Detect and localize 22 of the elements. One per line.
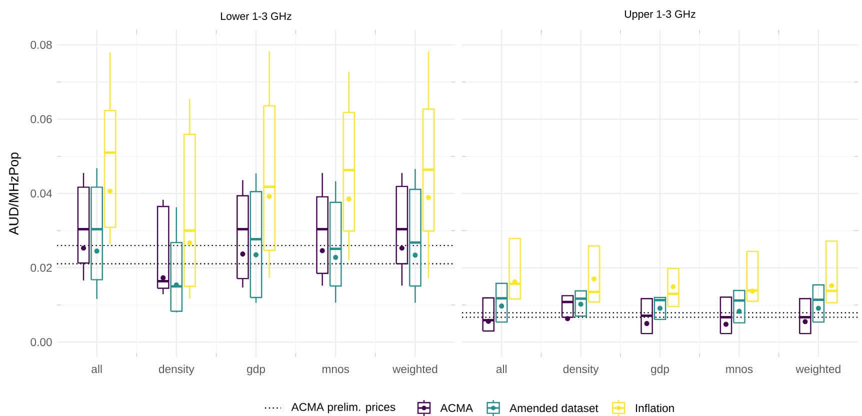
x-tick-label: weighted xyxy=(392,364,438,376)
x-tick-label: mnos xyxy=(726,366,753,374)
legend-label: Inflation xyxy=(636,404,674,412)
y-tick-label: 0.08 xyxy=(30,40,52,49)
legend-label: ACMA prelim. prices xyxy=(291,402,396,414)
legend-label: ACMA xyxy=(440,404,473,412)
x-tick-label: gdp xyxy=(651,364,669,376)
x-tick-label: mnos xyxy=(322,366,350,374)
chart-title: Lower 1-3 GHz xyxy=(221,12,292,20)
chart-title: Upper 1-3 GHz xyxy=(624,10,696,20)
x-tick-label: gdp xyxy=(247,364,265,376)
x-tick-label: weighted xyxy=(796,364,840,376)
y-tick-label: 0.06 xyxy=(30,115,52,124)
x-tick-label: all xyxy=(92,364,102,374)
x-tick-label: density xyxy=(563,364,599,376)
x-tick-label: all xyxy=(496,364,507,374)
y-tick-label: 0.00 xyxy=(30,338,52,346)
y-tick-label: 0.02 xyxy=(30,264,52,272)
x-tick-label: density xyxy=(158,364,194,376)
y-axis-title: AUD/MHzPop xyxy=(8,152,22,235)
y-tick-label: 0.04 xyxy=(30,189,52,198)
legend-label: Amended dataset xyxy=(510,404,598,412)
